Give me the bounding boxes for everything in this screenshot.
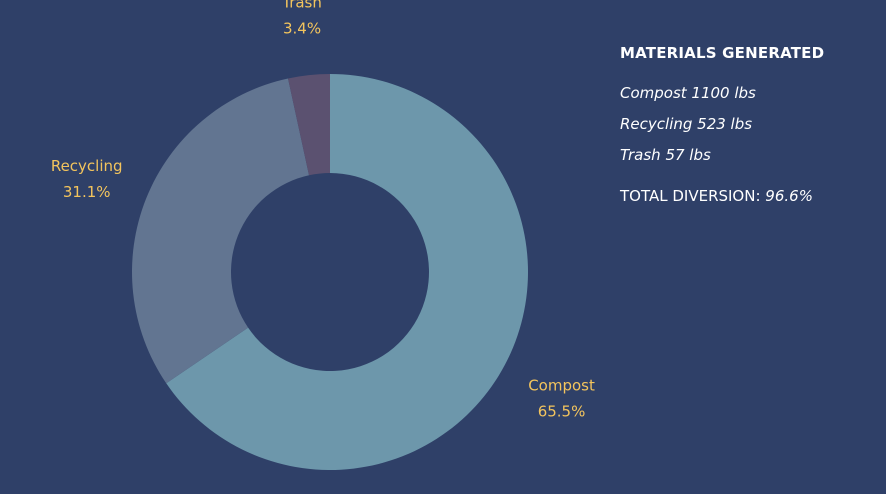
slice-name-compost: Compost <box>528 377 595 395</box>
total-diversion-value: 96.6% <box>765 187 813 205</box>
material-item-trash: Trash 57 lbs <box>620 146 711 164</box>
slice-compost <box>166 74 528 470</box>
materials-list: Compost 1100 lbs Recycling 523 lbs Trash… <box>620 78 870 171</box>
materials-panel: MATERIALS GENERATED Compost 1100 lbs Rec… <box>620 44 870 205</box>
slice-recycling <box>132 78 310 384</box>
slice-percent-compost: 65.5% <box>538 403 586 421</box>
donut-labels: Compost 65.5% Recycling 31.1% Trash 3.4% <box>51 0 595 421</box>
slice-name-trash: Trash <box>281 0 322 11</box>
material-item-compost: Compost 1100 lbs <box>620 84 756 102</box>
material-item-recycling: Recycling 523 lbs <box>620 115 753 133</box>
slice-trash <box>288 74 330 176</box>
slice-label-trash: Trash 3.4% <box>281 0 322 37</box>
total-diversion: TOTAL DIVERSION: 96.6% <box>620 187 870 205</box>
slice-label-recycling: Recycling 31.1% <box>51 157 123 201</box>
slice-label-compost: Compost 65.5% <box>528 377 595 421</box>
donut-slices <box>132 74 528 470</box>
slice-percent-trash: 3.4% <box>283 19 321 37</box>
slice-name-recycling: Recycling <box>51 157 123 175</box>
total-diversion-label: TOTAL DIVERSION: <box>620 187 761 205</box>
slice-percent-recycling: 31.1% <box>63 183 111 201</box>
panel-title: MATERIALS GENERATED <box>620 44 825 62</box>
